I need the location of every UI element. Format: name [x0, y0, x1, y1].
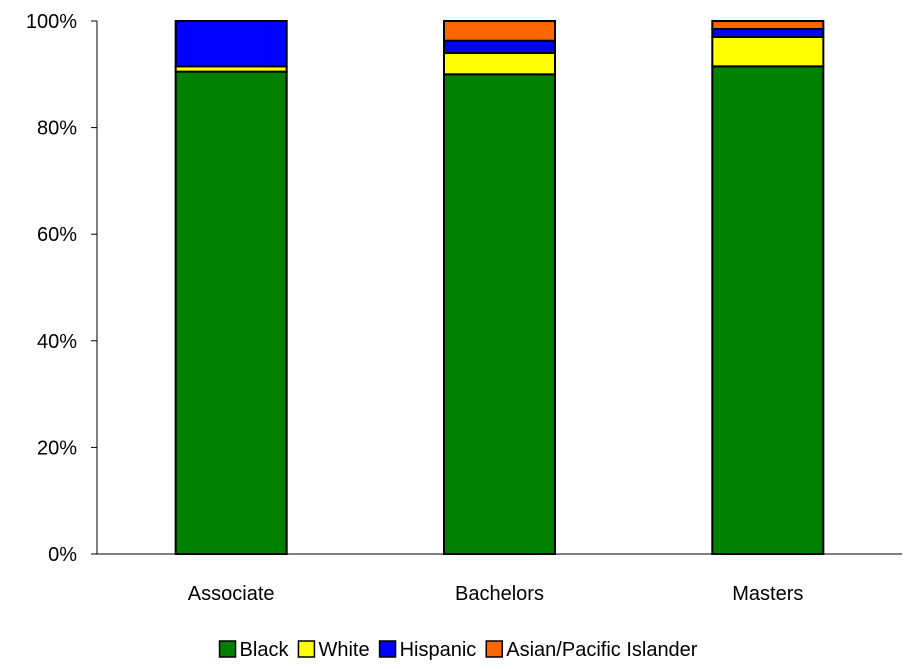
y-tick-label: 60%	[37, 224, 77, 246]
legend-label: Hispanic	[400, 639, 477, 661]
bars-group	[174, 20, 825, 556]
legend-swatch-white	[297, 640, 316, 658]
legend-swatch-asian-pacific-islander	[485, 640, 504, 658]
legend-swatch-black	[218, 640, 237, 658]
bar-segment-masters-hispanic	[711, 27, 825, 38]
y-tick-label: 20%	[37, 437, 77, 459]
y-tick-label: 100%	[26, 11, 77, 33]
bar-segment-masters-white	[711, 35, 825, 68]
axes-group: Associate Bachelors Masters 0% 20% 40% 60% 80% 1…	[26, 11, 902, 605]
bar-segment-associate-hispanic	[174, 20, 288, 68]
x-tick-label: Associate	[188, 583, 275, 605]
bar-segment-masters-black	[711, 65, 825, 556]
legend-label: Black	[240, 639, 290, 661]
bar-segment-bachelors-black	[443, 73, 556, 556]
legend-swatch-hispanic	[378, 640, 397, 658]
bar-segment-masters-asian-pacific-islander	[711, 20, 825, 30]
bar-segment-bachelors-asian-pacific-islander	[443, 20, 556, 42]
x-tick-label: Bachelors	[455, 583, 544, 605]
y-tick-label: 0%	[48, 544, 77, 566]
y-tick-label: 80%	[37, 118, 77, 140]
bar-segment-bachelors-hispanic	[443, 39, 556, 54]
bar-segment-bachelors-white	[443, 51, 556, 76]
legend-label: Asian/Pacific Islander	[506, 639, 698, 661]
legend: Black White Hispanic Asian/Pacific Islander	[218, 639, 698, 661]
bar-segment-associate-black	[174, 70, 288, 555]
y-tick-label: 40%	[37, 331, 77, 353]
legend-label: White	[318, 639, 369, 661]
x-tick-label: Masters	[732, 583, 803, 605]
